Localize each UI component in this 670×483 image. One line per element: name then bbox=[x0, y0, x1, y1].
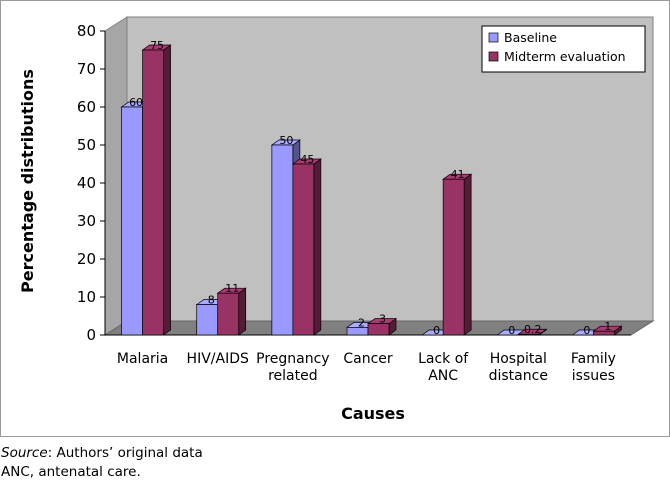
data-label: 2 bbox=[358, 316, 365, 329]
y-tick-label: 70 bbox=[77, 60, 96, 78]
data-label: 41 bbox=[451, 168, 465, 181]
data-label: 11 bbox=[225, 282, 239, 295]
x-tick-label: HIV/AIDS bbox=[187, 351, 249, 367]
bar-front bbox=[217, 292, 240, 336]
bar-front bbox=[517, 333, 540, 336]
bar-front bbox=[142, 49, 164, 336]
y-tick-label: 40 bbox=[77, 174, 96, 192]
abbreviation-note: ANC, antenatal care. bbox=[1, 464, 141, 480]
y-tick-label: 10 bbox=[77, 288, 96, 306]
bar-midterm-evaluation bbox=[366, 317, 398, 336]
data-label: 0 bbox=[433, 324, 440, 337]
source-line: Source: Authors’ original data bbox=[1, 444, 203, 463]
legend-swatch bbox=[488, 32, 499, 43]
y-tick-label: 50 bbox=[77, 136, 96, 154]
x-tick-label: Lack of ANC bbox=[418, 351, 469, 384]
data-label: 0.2 bbox=[524, 323, 542, 336]
x-tick-label: Cancer bbox=[343, 351, 393, 367]
legend-box bbox=[481, 25, 646, 73]
y-axis-title: Percentage distributions bbox=[18, 69, 37, 293]
bar-midterm-evaluation bbox=[592, 325, 623, 336]
bar-side bbox=[238, 287, 247, 336]
data-label: 60 bbox=[129, 96, 143, 109]
bar-front bbox=[196, 304, 219, 336]
bar-front bbox=[271, 144, 294, 336]
legend-label: Midterm evaluation bbox=[504, 49, 626, 64]
data-label: 45 bbox=[300, 153, 314, 166]
bar-midterm-evaluation bbox=[442, 173, 473, 336]
data-label: 0 bbox=[508, 324, 515, 337]
bar-front bbox=[442, 178, 465, 336]
data-label: 0 bbox=[583, 324, 590, 337]
bar-side bbox=[313, 158, 322, 336]
bar-side bbox=[163, 44, 171, 336]
legend-swatch bbox=[488, 51, 499, 62]
legend: Baseline Midterm evaluation bbox=[481, 25, 646, 73]
x-tick-label: Malaria bbox=[117, 351, 168, 367]
bar-front bbox=[292, 163, 315, 336]
source-text: : Authors’ original data bbox=[47, 445, 203, 461]
legend-label: Baseline bbox=[504, 30, 557, 45]
y-tick-label: 30 bbox=[77, 212, 96, 230]
bar-midterm-evaluation bbox=[216, 287, 247, 336]
x-axis-title: Causes bbox=[341, 404, 405, 423]
y-tick-label: 80 bbox=[77, 22, 96, 40]
chart-frame: 0 10 20 30 40 50 60 70 80 60 8 50 2 0 0 0 75 11 45 3 41 0.2 1 M… bbox=[0, 0, 670, 437]
data-label: 1 bbox=[604, 320, 611, 333]
data-label: 3 bbox=[379, 313, 386, 326]
y-tick-label: 20 bbox=[77, 250, 96, 268]
bar-front bbox=[593, 330, 615, 336]
bar-midterm-evaluation bbox=[517, 328, 548, 336]
x-tick-label: Hospital distance bbox=[489, 351, 548, 384]
bar-front bbox=[121, 106, 143, 336]
figure-caption: Source: Authors’ original data ANC, ante… bbox=[1, 444, 203, 482]
x-tick-label: Family issues bbox=[571, 351, 616, 384]
bar-midterm-evaluation bbox=[291, 158, 322, 336]
bar-front bbox=[367, 323, 390, 336]
y-tick-label: 60 bbox=[77, 98, 96, 116]
source-label: Source bbox=[1, 445, 48, 461]
data-label: 50 bbox=[279, 134, 293, 147]
bar-midterm-evaluation bbox=[141, 44, 172, 336]
bar-side bbox=[463, 173, 472, 336]
data-label: 75 bbox=[150, 39, 164, 52]
data-label: 8 bbox=[208, 294, 215, 307]
x-tick-label: Pregnancy related bbox=[256, 351, 329, 384]
y-tick-label: 0 bbox=[86, 326, 96, 344]
